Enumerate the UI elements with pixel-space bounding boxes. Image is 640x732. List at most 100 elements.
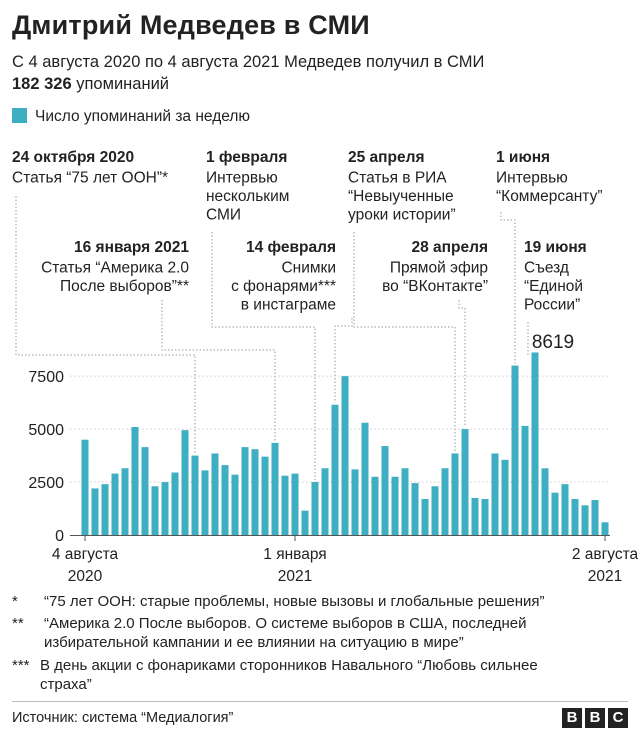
bar — [231, 474, 239, 535]
annotation: 19 июня Съезд“Единой России” — [524, 239, 587, 314]
annotation-leader — [161, 300, 276, 441]
x-tick-label-year: 2021 — [278, 568, 312, 585]
bar — [281, 475, 289, 535]
bar — [541, 468, 549, 535]
y-tick-label: 2500 — [28, 475, 64, 492]
gridlines — [70, 375, 610, 483]
annotation-date: 1 февраля — [206, 149, 287, 166]
annotation-date: 19 июня — [524, 239, 587, 256]
annotation-leader — [458, 300, 466, 428]
bar — [451, 453, 459, 535]
bar — [201, 470, 209, 535]
bar — [581, 505, 589, 535]
subtitle-line-2: 182 326 упоминаний — [12, 75, 169, 94]
bar — [301, 510, 309, 535]
annotation-date: 25 апреля — [348, 149, 425, 166]
bar — [241, 447, 249, 535]
bar — [291, 473, 299, 535]
bar — [331, 404, 339, 535]
annotation-text: во “ВКонтакте” — [382, 278, 488, 295]
x-tick-label: 4 августа — [52, 546, 119, 563]
bar — [341, 376, 349, 535]
bar — [81, 439, 89, 535]
x-tick-label-year: 2021 — [588, 568, 622, 585]
bar — [311, 482, 319, 535]
annotation-text: “Невыученные — [348, 188, 454, 205]
annotation-date: 28 апреля — [411, 239, 488, 256]
annotation-text: “Коммерсанту” — [496, 188, 602, 205]
annotation-date: 14 февраля — [246, 239, 336, 256]
bbc-logo-letter: B — [585, 708, 605, 728]
bar — [591, 500, 599, 535]
bar — [481, 498, 489, 535]
bar — [171, 472, 179, 535]
x-tick-label-year: 2020 — [68, 568, 103, 585]
bar — [101, 484, 109, 535]
bar — [111, 473, 119, 535]
footer-divider — [12, 701, 628, 702]
annotation-text: уроки истории” — [348, 207, 456, 224]
annotation-leader — [15, 196, 196, 454]
y-axis: 0 2500 5000 7500 — [28, 369, 64, 545]
footnote-2-text-1: “Америка 2.0 После выборов. О системе вы… — [44, 615, 527, 632]
annotation-text: Статья в РИА — [348, 170, 447, 187]
bbc-logo: B B C — [562, 708, 628, 728]
annotation-leaders — [15, 196, 529, 481]
annotation: 25 апреля Статья в РИА“Невыученные уроки и… — [348, 149, 456, 224]
footnote-2-mark: ** — [12, 615, 24, 632]
y-tick-label: 5000 — [28, 422, 64, 439]
annotation-text: Статья “Америка 2.0 — [41, 260, 189, 277]
bar — [441, 468, 449, 535]
annotation-text: Интервью — [206, 170, 278, 187]
annotation-date: 24 октября 2020 — [12, 149, 134, 166]
chart-title: Дмитрий Медведев в СМИ — [12, 10, 370, 40]
bar — [601, 522, 609, 535]
bar — [571, 498, 579, 535]
bar — [521, 425, 529, 535]
annotations: 8619 24 октября 2020 Статья “75 лет ООН”* 1… — [12, 149, 602, 353]
annotation-text: Прямой эфир — [390, 260, 488, 277]
x-axis: 4 августа 2020 1 января 2021 2 августа 2021 — [52, 535, 639, 585]
bar — [91, 488, 99, 535]
bar — [461, 429, 469, 535]
bar — [491, 453, 499, 535]
annotation-text: с фонарями*** — [231, 278, 336, 295]
bar — [511, 365, 519, 535]
footnote-2-text-2: избирательной кампании и ее влиянии на с… — [44, 634, 464, 651]
bar — [421, 498, 429, 535]
bar — [121, 468, 129, 535]
bar — [401, 468, 409, 535]
bar — [141, 447, 149, 535]
bar — [271, 442, 279, 535]
annotation-leader — [500, 212, 516, 364]
annotation-text: “Единой — [524, 278, 583, 295]
subtitle-tail: упоминаний — [76, 75, 170, 93]
annotation-text: нескольким — [206, 188, 289, 205]
subtitle-total: 182 326 — [12, 75, 72, 93]
bar — [251, 449, 259, 535]
bbc-logo-letter: C — [608, 708, 628, 728]
annotation-text: Статья “75 лет ООН”* — [12, 170, 168, 187]
bar — [561, 484, 569, 535]
annotation: 24 октября 2020 Статья “75 лет ООН”* — [12, 149, 168, 187]
subtitle-line-1: С 4 августа 2020 по 4 августа 2021 Медве… — [12, 53, 485, 71]
annotation-date: 16 января 2021 — [74, 239, 189, 256]
annotation-text: Снимки — [281, 260, 336, 277]
footnote-1-mark: * — [12, 593, 18, 610]
annotation-text: Съезд — [524, 260, 569, 277]
bar — [371, 476, 379, 535]
bar — [181, 430, 189, 535]
bar — [361, 422, 369, 535]
bar — [131, 426, 139, 535]
annotation-text: СМИ — [206, 207, 241, 224]
annotation-leader — [334, 318, 353, 403]
annotation-text: России” — [524, 297, 580, 314]
annotation-text: в инстаграме — [241, 297, 336, 314]
annotation-date: 1 июня — [496, 149, 550, 166]
bar — [351, 469, 359, 535]
bar-chart: 0 2500 5000 7500 4 августа 2020 1 января 2021 2… — [12, 149, 639, 585]
bar — [221, 465, 229, 535]
